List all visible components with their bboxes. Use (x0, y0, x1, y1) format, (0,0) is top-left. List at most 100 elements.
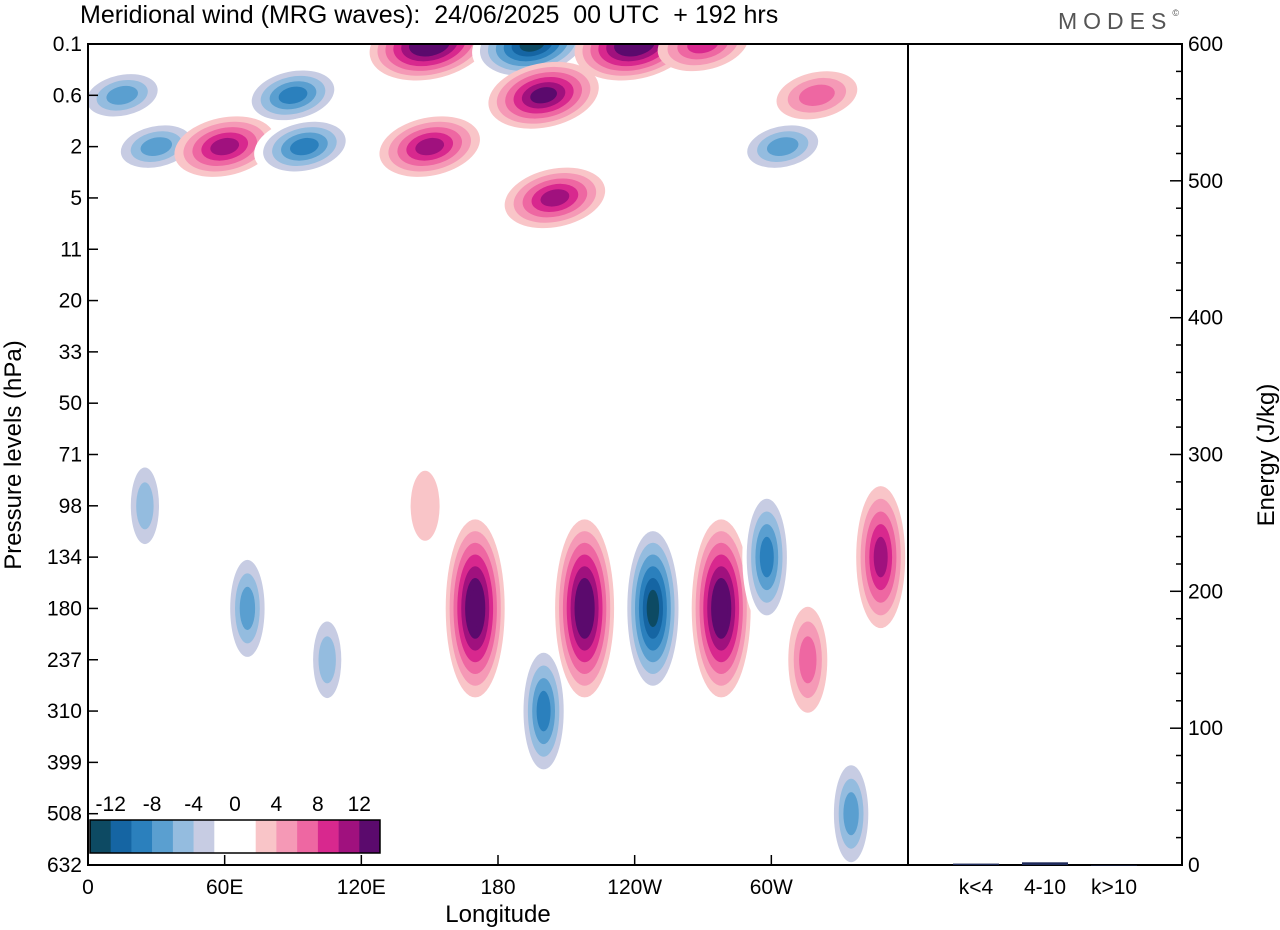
energy-axis: 0 100 200 300 400 500 600 (1170, 33, 1223, 877)
x-axis-title: Longitude (445, 901, 550, 928)
contour-feature (555, 519, 615, 698)
contour-ring (798, 84, 835, 106)
energy-tick-label: 500 (1188, 170, 1223, 193)
y-tick-label: 2 (70, 136, 82, 159)
y-tick-label: 180 (47, 597, 82, 620)
y-tick-label: 98 (59, 495, 82, 518)
x-tick-label: 180 (480, 876, 515, 899)
contour-feature (776, 71, 858, 120)
x-axis: 0 60E 120E 180 120W 60W (82, 855, 793, 899)
energy-plot-frame (907, 43, 1183, 866)
contour-feature (742, 486, 792, 629)
contour-feature (110, 119, 202, 174)
contour-feature (125, 452, 165, 559)
contour-feature (856, 486, 906, 629)
contour-feature (691, 519, 751, 698)
colorbar-label: 12 (348, 793, 371, 816)
energy-bar (953, 863, 999, 865)
y-tick-label: 11 (60, 238, 82, 261)
y-tick-label: 0.1 (53, 33, 82, 56)
colorbar-swatch (193, 820, 215, 853)
contour-ring (687, 44, 719, 54)
contour-ring (469, 589, 482, 628)
contour-feature (225, 546, 270, 671)
energy-tick-label: 100 (1188, 717, 1223, 740)
chart-title: Meridional wind (MRG waves): 24/06/2025 … (80, 1, 779, 29)
colorbar-label: 0 (229, 793, 241, 816)
y-tick-label: 20 (59, 290, 82, 313)
contour-feature (379, 116, 480, 177)
contour-ring (511, 44, 553, 57)
contour-feature (657, 44, 749, 72)
contour-field (88, 44, 906, 865)
contour-feature (488, 61, 599, 129)
energy-category-label: k<4 (959, 876, 994, 899)
contour-ring (290, 137, 319, 156)
colorbar-swatch (152, 820, 174, 853)
contour-ring (519, 44, 545, 52)
y-tick-label: 632 (47, 854, 82, 877)
energy-tick-label: 0 (1188, 854, 1200, 877)
colorbar-swatch (235, 820, 256, 853)
contour-feature (410, 470, 440, 541)
contour-ring (799, 636, 817, 684)
colorbar-swatch (131, 820, 153, 853)
colorbar-label: -8 (143, 793, 162, 816)
colorbar: -12 -8 -4 0 4 8 12 (89, 793, 381, 854)
contour-feature (829, 751, 874, 865)
contour-feature (242, 65, 344, 126)
colorbar-frame (89, 819, 381, 854)
x-tick-label: 120E (337, 876, 386, 899)
contour-feature (445, 519, 505, 698)
logo-mark: © (1172, 8, 1179, 18)
colorbar-swatch (255, 820, 277, 853)
contour-feature (88, 68, 168, 123)
energy-tick-label: 300 (1188, 444, 1223, 467)
contour-ring (318, 636, 336, 684)
energy-tick-label: 600 (1188, 33, 1223, 56)
colorbar-swatch (172, 820, 194, 853)
y-tick-label: 399 (47, 751, 82, 774)
y-axis: 0.1 0.6 2 5 11 20 33 50 71 98 134 180 237 310 399 508 63… (47, 33, 98, 877)
colorbar-swatch (338, 820, 360, 853)
colorbar-swatch (359, 820, 381, 853)
energy-category-label: 4-10 (1024, 876, 1066, 899)
contour-feature (504, 167, 606, 229)
colorbar-label: -4 (184, 793, 203, 816)
y-tick-label: 310 (47, 700, 82, 723)
y-tick-label: 50 (59, 392, 82, 415)
contour-ring (417, 44, 443, 52)
y-tick-label: 5 (70, 187, 82, 210)
contour-ring (843, 792, 859, 836)
y-tick-label: 237 (47, 649, 82, 672)
contour-ring (622, 44, 648, 52)
y-tick-label: 508 (47, 803, 82, 826)
colorbar-swatch (90, 820, 111, 853)
energy-axis-title: Energy (J/kg) (1253, 384, 1280, 527)
contour-feature (174, 116, 275, 177)
contour-ring (140, 137, 173, 157)
y-tick-label: 33 (59, 341, 82, 364)
y-axis-title: Pressure levels (hPa) (0, 340, 27, 569)
y-tick-label: 0.6 (53, 84, 82, 107)
colorbar-swatch (297, 820, 319, 853)
contour-feature (788, 606, 828, 713)
colorbar-label: -12 (96, 793, 126, 816)
x-tick-label: 0 (82, 876, 94, 899)
energy-tick-label: 400 (1188, 307, 1223, 330)
colorbar-label: 8 (312, 793, 324, 816)
colorbar-swatch (214, 820, 236, 853)
contour-ring (136, 482, 154, 530)
y-tick-label: 71 (59, 444, 82, 467)
contour-ring (578, 589, 591, 628)
energy-bar (1022, 862, 1068, 865)
plot-background (88, 44, 908, 865)
contour-ring (759, 536, 774, 578)
x-tick-label: 120W (607, 876, 662, 899)
contour-ring (106, 85, 138, 105)
contour-ring (210, 137, 240, 156)
contour-ring (540, 189, 570, 207)
colorbar-swatch (317, 820, 339, 853)
contour-ring (677, 44, 729, 60)
